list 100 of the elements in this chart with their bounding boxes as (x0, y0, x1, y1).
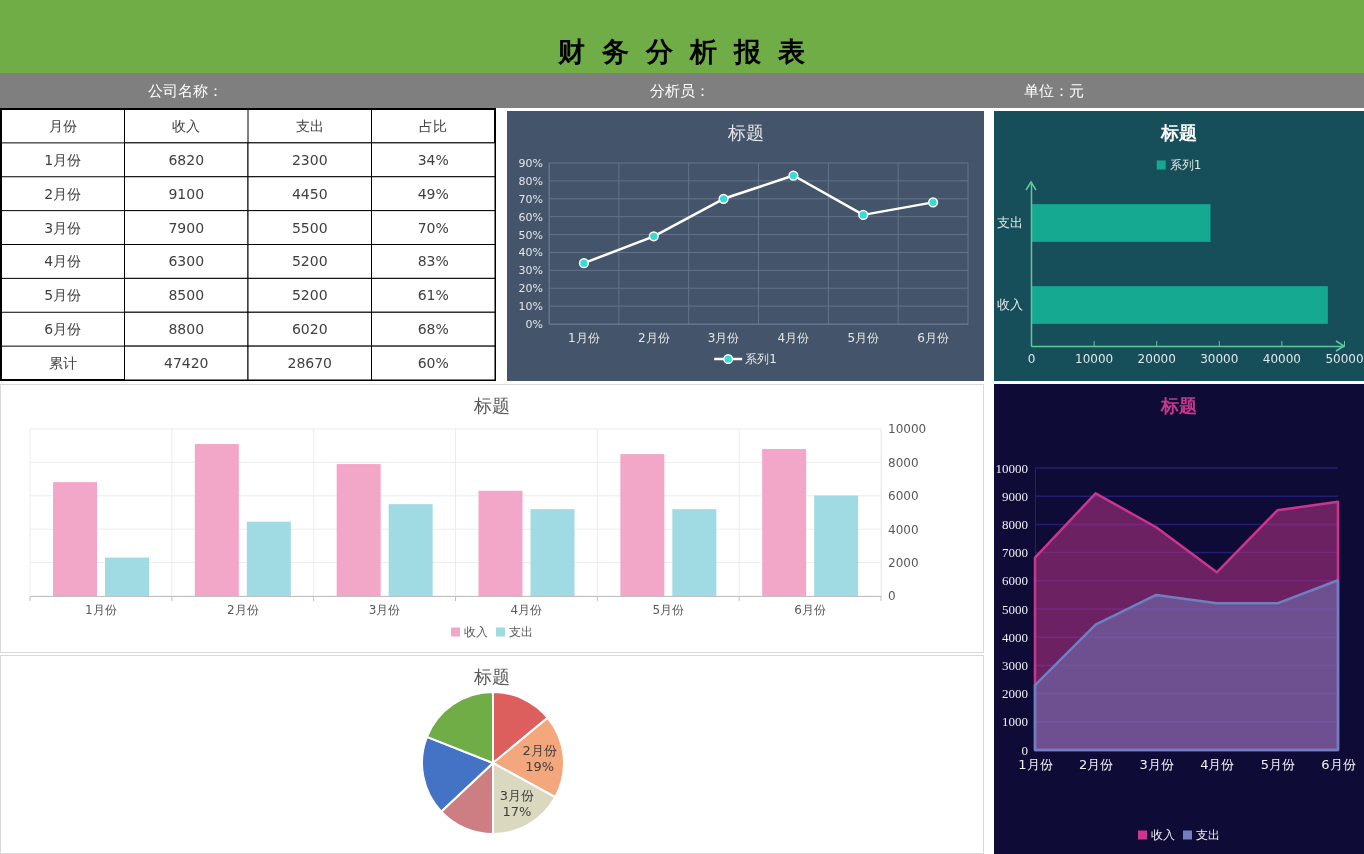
data-label: 7900 (168, 219, 205, 236)
data-label: 17% (502, 803, 532, 819)
y-tick-label: 4月份 (44, 253, 82, 270)
x-tick-label: 40000 (1262, 351, 1301, 366)
point (648, 231, 659, 242)
y-tick-label: 0 (888, 589, 896, 604)
y-tick-label: 4000 (1002, 629, 1028, 645)
y-tick-label: 10000 (995, 460, 1028, 476)
x-tick-label: 1月份 (568, 330, 600, 345)
x-tick-label: 50000 (1325, 351, 1364, 366)
text: 单位：元 (1024, 81, 1084, 100)
y-tick-label: 累计 (48, 355, 77, 372)
y-tick-label: 3月份 (44, 219, 82, 236)
bar (336, 464, 381, 596)
x-tick-label: 2月份 (226, 602, 259, 617)
y-tick-label: 1月份 (44, 151, 82, 168)
data-label: 83% (417, 253, 449, 270)
x-tick-label: 5月份 (652, 602, 685, 617)
y-tick-label: 2000 (888, 555, 919, 570)
bar (814, 495, 859, 596)
x-tick-label: 3月份 (1139, 757, 1174, 773)
data-label: 4450 (291, 185, 328, 202)
y-tick-label: 8000 (1002, 517, 1028, 533)
data-label: 34% (417, 151, 449, 168)
text: 财务分析报表 (557, 36, 822, 67)
data-label: 8800 (168, 321, 205, 338)
x-tick-label: 3月份 (707, 330, 740, 345)
bar (105, 557, 149, 596)
data-label: 8500 (168, 287, 205, 304)
x-tick-label: 4月份 (777, 330, 810, 345)
legend-label: 系列1 (1169, 158, 1202, 172)
y-tick-label: 8000 (888, 455, 919, 470)
y-tick-label: 60% (518, 210, 543, 224)
x-tick-label: 1月份 (1018, 757, 1053, 773)
y-tick-label: 40% (518, 246, 543, 260)
legend-label: 支出 (509, 625, 533, 639)
legend-label: 收入 (464, 625, 488, 639)
y-tick-label: 支出 (997, 215, 1023, 231)
bar (194, 444, 239, 596)
point (578, 258, 590, 269)
chart-title: 标题 (726, 122, 764, 143)
y-tick-label: 5000 (1002, 601, 1028, 617)
data-label: 61% (417, 287, 449, 304)
x-tick-label: 6月份 (917, 330, 949, 345)
bar (246, 521, 291, 596)
y-tick-label: 70% (518, 192, 543, 206)
x-tick-label: 5月份 (1260, 757, 1296, 773)
bar (620, 454, 665, 596)
x-tick-label: 2月份 (1078, 757, 1114, 773)
x-tick-label: 收入 (172, 117, 201, 134)
data-label: 6020 (291, 321, 328, 338)
bar (388, 504, 433, 596)
y-tick-label: 0 (1021, 742, 1028, 758)
text: 分析员： (650, 81, 710, 100)
y-tick-label: 6000 (1002, 573, 1028, 589)
point (718, 193, 729, 204)
y-tick-label: 7000 (1002, 545, 1028, 561)
data-label: 5200 (291, 287, 328, 304)
x-tick-label: 3月份 (368, 602, 401, 617)
legend-label: 收入 (1151, 828, 1175, 842)
x-tick-label: 支出 (295, 117, 324, 134)
x-tick-label: 2月份 (637, 330, 670, 345)
data-label: 47420 (163, 355, 209, 372)
data-label: 60% (417, 355, 449, 372)
x-tick-label: 1月份 (85, 602, 117, 617)
data-label: 68% (417, 321, 449, 338)
y-tick-label: 10% (518, 300, 543, 314)
y-tick-label: 6000 (888, 489, 919, 504)
x-tick-label: 30000 (1200, 351, 1239, 366)
x-tick-label: 占比 (419, 117, 448, 134)
x-tick-label: 10000 (1075, 351, 1114, 366)
text: 公司名称： (147, 81, 223, 100)
x-tick-label: 5月份 (847, 330, 880, 345)
y-tick-label: 5月份 (44, 287, 82, 304)
y-tick-label: 0% (525, 318, 543, 332)
bar (762, 449, 807, 596)
x-tick-label: 6月份 (794, 602, 826, 617)
bar (53, 482, 97, 596)
y-tick-label: 2000 (1002, 686, 1028, 702)
bar (478, 490, 523, 596)
bar (672, 509, 717, 596)
y-axis-title: 月份 (48, 117, 77, 134)
data-label: 5500 (291, 219, 328, 236)
data-label: 5200 (291, 253, 328, 270)
y-tick-label: 4000 (888, 522, 919, 537)
chart-title: 标题 (473, 666, 510, 687)
data-label: 19% (525, 759, 555, 775)
chart-title: 标题 (1160, 122, 1197, 143)
legend-label: 支出 (1196, 828, 1220, 842)
y-tick-label: 20% (518, 282, 543, 296)
x-tick-label: 4月份 (1200, 757, 1235, 773)
y-tick-label: 1000 (1002, 714, 1028, 730)
y-tick-label: 10000 (888, 422, 927, 437)
data-label: 2300 (291, 151, 328, 168)
y-tick-label: 2月份 (44, 185, 82, 202)
data-label: 49% (417, 185, 449, 202)
chart-title: 标题 (1160, 395, 1197, 416)
y-tick-label: 90% (518, 157, 543, 171)
legend-label: 系列1 (745, 352, 777, 366)
x-tick-label: 20000 (1137, 351, 1176, 366)
